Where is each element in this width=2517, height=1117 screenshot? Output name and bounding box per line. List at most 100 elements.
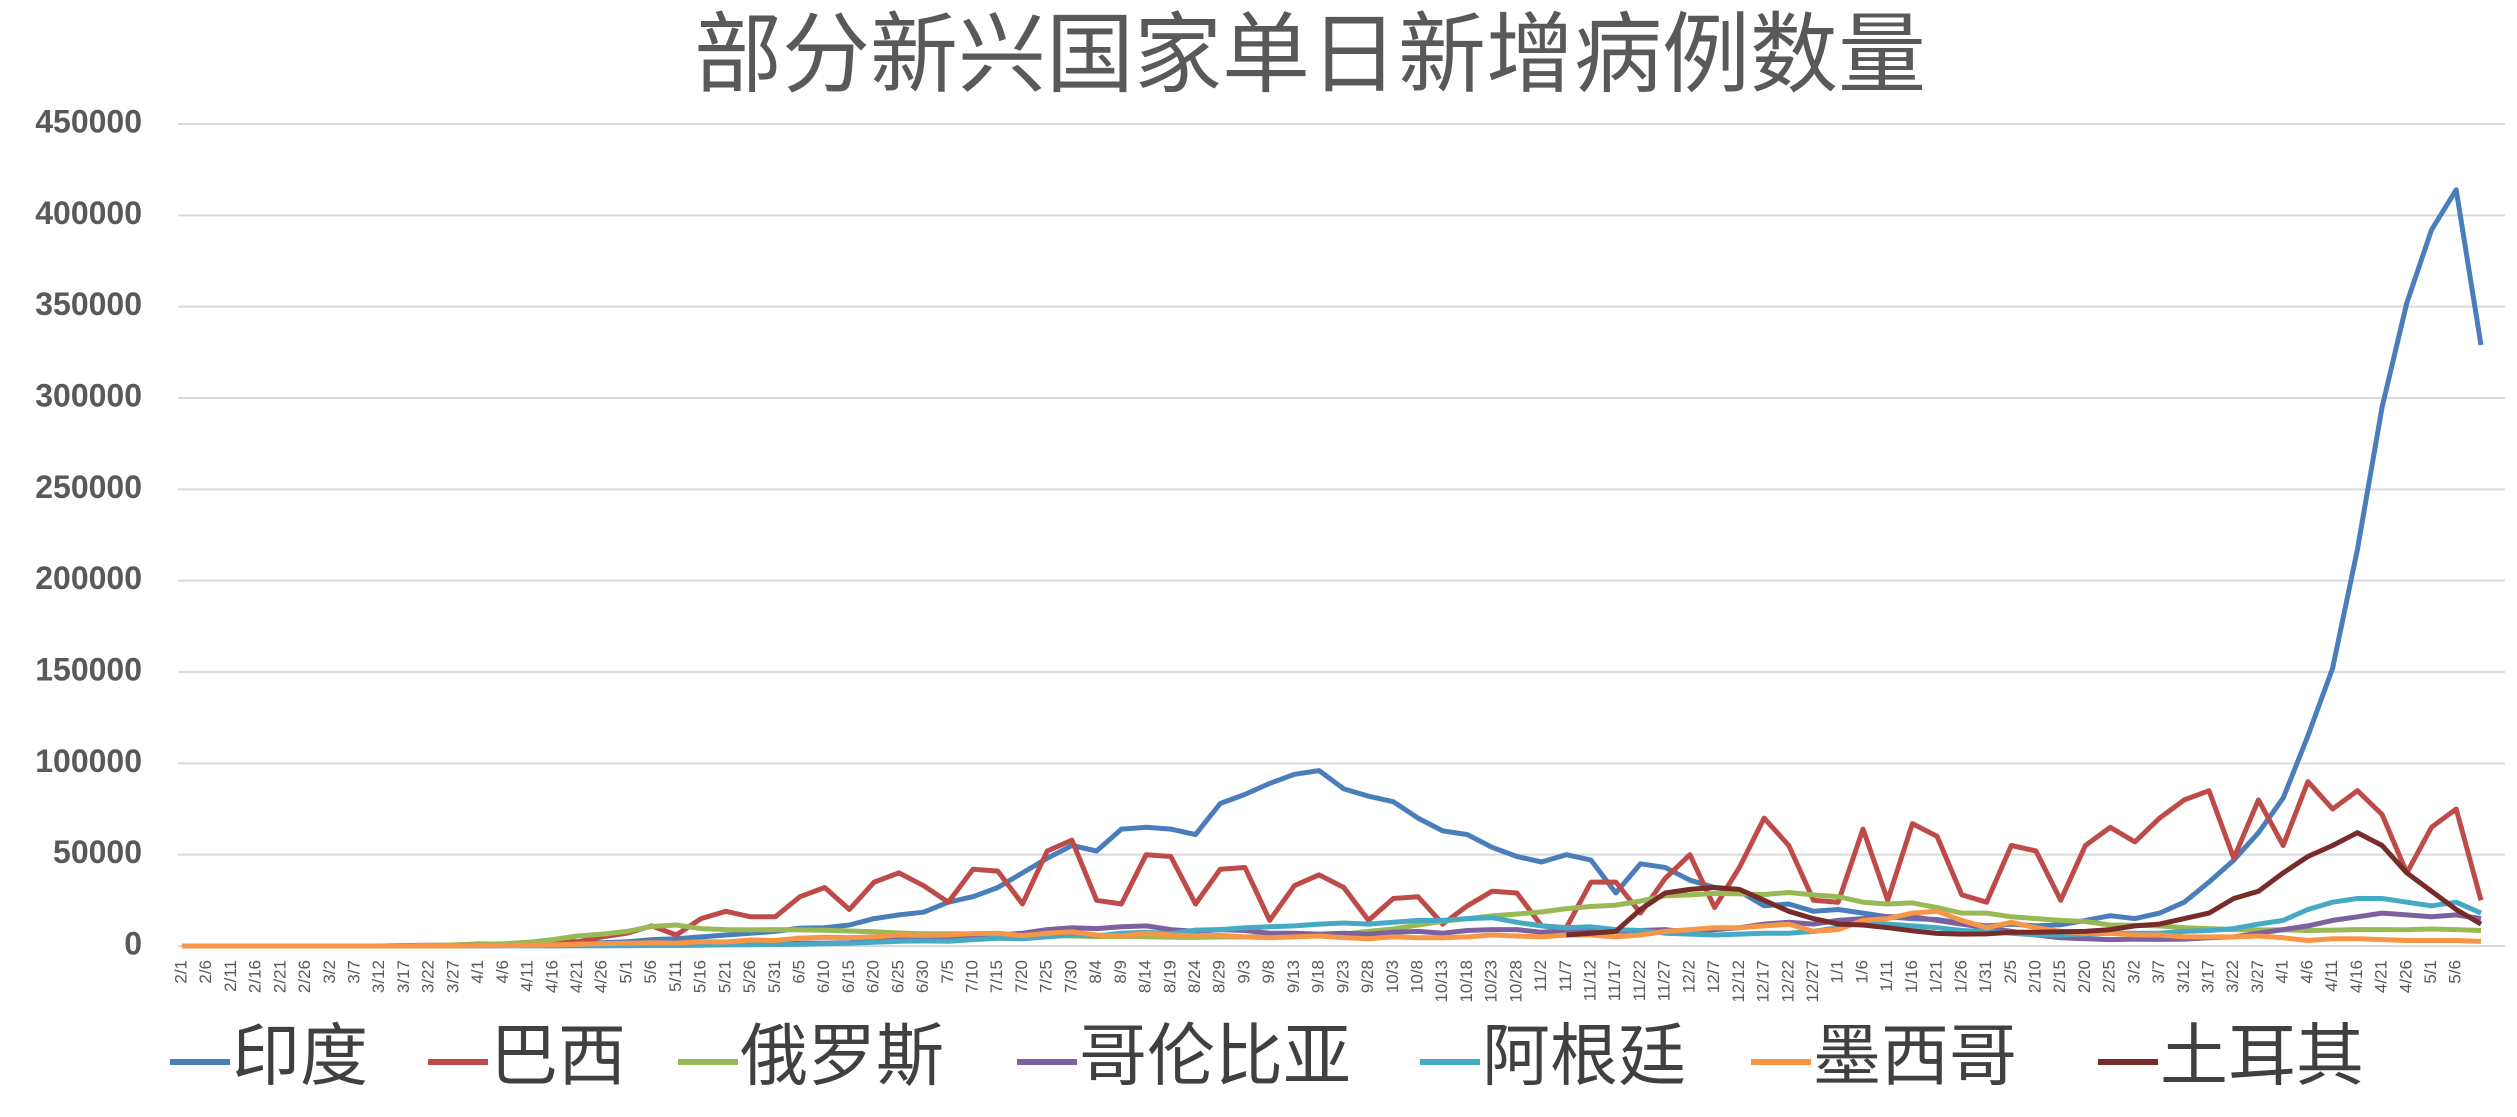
x-tick-label: 6/20 (864, 960, 883, 993)
x-tick-label: 4/6 (493, 960, 512, 984)
x-tick-label: 12/22 (1778, 960, 1797, 1003)
legend-label: 阿根廷 (1482, 1018, 1686, 1097)
x-tick-label: 5/31 (765, 960, 784, 993)
x-tick-label: 4/1 (468, 960, 487, 984)
x-tick-label: 2/1 (171, 960, 190, 984)
x-tick-label: 1/6 (1852, 960, 1871, 984)
series-line (182, 187, 2484, 949)
x-tick-label: 3/7 (345, 960, 364, 984)
x-tick-label: 3/27 (443, 960, 462, 993)
x-tick-label: 8/14 (1136, 960, 1155, 993)
y-tick-label: 350000 (35, 286, 142, 322)
series-line (182, 908, 2482, 949)
x-tick-label: 4/16 (2347, 960, 2366, 993)
x-tick-label: 10/18 (1457, 960, 1476, 1003)
x-tick-label: 1/21 (1927, 960, 1946, 993)
x-tick-label: 2/21 (270, 960, 289, 993)
series-line (182, 779, 2484, 949)
y-tick-label: 0 (124, 925, 142, 961)
x-tick-label: 9/23 (1333, 960, 1352, 993)
x-tick-label: 12/17 (1754, 960, 1773, 1003)
x-tick-label: 3/2 (2124, 960, 2143, 984)
x-tick-label: 4/11 (2322, 960, 2341, 992)
x-tick-label: 9/13 (1284, 960, 1303, 993)
x-tick-label: 3/12 (2174, 960, 2193, 993)
x-tick-label: 1/16 (1902, 960, 1921, 993)
x-tick-label: 11/27 (1655, 960, 1674, 1001)
x-tick-label: 10/8 (1407, 960, 1426, 993)
x-tick-label: 2/11 (221, 960, 240, 992)
x-tick-label: 3/2 (320, 960, 339, 984)
x-tick-label: 9/28 (1358, 960, 1377, 993)
x-tick-label: 4/16 (542, 960, 561, 993)
x-tick-label: 5/11 (666, 960, 685, 992)
x-tick-label: 7/15 (987, 960, 1006, 993)
legend-label: 哥伦比亚 (1079, 1018, 1351, 1097)
x-tick-label: 4/26 (2396, 960, 2415, 993)
x-tick-label: 2/6 (196, 960, 215, 984)
x-tick-label: 8/19 (1160, 960, 1179, 993)
x-tick-label: 4/21 (567, 960, 586, 993)
x-tick-label: 4/6 (2297, 960, 2316, 984)
x-tick-label: 11/22 (1630, 960, 1649, 1001)
x-tick-label: 1/11 (1877, 960, 1896, 992)
x-tick-label: 6/10 (814, 960, 833, 993)
x-tick-label: 5/6 (641, 960, 660, 984)
x-tick-label: 3/12 (369, 960, 388, 993)
x-tick-label: 6/15 (839, 960, 858, 993)
x-tick-label: 2/15 (2050, 960, 2069, 993)
x-tick-label: 5/1 (2421, 960, 2440, 984)
x-tick-label: 2/26 (295, 960, 314, 993)
y-tick-label: 100000 (35, 743, 142, 779)
x-tick-label: 10/28 (1506, 960, 1525, 1003)
x-tick-label: 5/26 (740, 960, 759, 993)
y-tick-label: 400000 (35, 195, 142, 231)
x-tick-label: 3/22 (2223, 960, 2242, 993)
y-tick-label: 150000 (35, 651, 142, 687)
x-tick-label: 12/2 (1679, 960, 1698, 993)
x-tick-label: 3/27 (2248, 960, 2267, 993)
x-tick-label: 6/30 (913, 960, 932, 993)
x-tick-label: 7/25 (1037, 960, 1056, 993)
x-tick-label: 1/26 (1951, 960, 1970, 993)
y-tick-label: 450000 (35, 103, 142, 139)
x-tick-label: 11/2 (1531, 960, 1550, 992)
legend-label: 巴西 (490, 1018, 626, 1097)
x-tick-label: 8/29 (1210, 960, 1229, 993)
x-tick-label: 9/18 (1309, 960, 1328, 993)
series-line (1566, 830, 2483, 938)
x-tick-label: 11/17 (1605, 960, 1624, 1001)
x-tick-label: 4/21 (2372, 960, 2391, 993)
y-tick-label: 250000 (35, 469, 142, 505)
x-tick-label: 11/12 (1581, 960, 1600, 1001)
x-tick-label: 7/10 (963, 960, 982, 993)
x-tick-label: 6/25 (888, 960, 907, 993)
x-tick-label: 6/5 (789, 960, 808, 984)
x-tick-label: 2/20 (2075, 960, 2094, 993)
x-tick-label: 8/9 (1111, 960, 1130, 984)
x-tick-label: 10/3 (1383, 960, 1402, 993)
x-tick-label: 9/3 (1234, 960, 1253, 984)
x-tick-label: 5/21 (715, 960, 734, 993)
x-tick-label: 4/11 (518, 960, 537, 992)
x-tick-label: 3/22 (419, 960, 438, 993)
x-tick-label: 10/23 (1482, 960, 1501, 1003)
legend-label: 墨西哥 (1813, 1018, 2017, 1097)
x-tick-label: 12/27 (1803, 960, 1822, 1003)
x-tick-label: 1/31 (1976, 960, 1995, 993)
x-tick-label: 5/6 (2446, 960, 2465, 984)
x-tick-label: 4/1 (2273, 960, 2292, 984)
x-tick-label: 8/4 (1086, 960, 1105, 984)
x-tick-label: 7/30 (1061, 960, 1080, 993)
x-tick-label: 2/10 (2025, 960, 2044, 993)
x-tick-label: 2/25 (2100, 960, 2119, 993)
x-tick-label: 3/17 (2199, 960, 2218, 993)
x-tick-label: 2/5 (2001, 960, 2020, 984)
x-tick-label: 8/24 (1185, 960, 1204, 993)
x-tick-label: 12/12 (1729, 960, 1748, 1003)
x-tick-label: 11/7 (1556, 960, 1575, 992)
y-tick-label: 50000 (53, 834, 142, 870)
y-tick-label: 300000 (35, 377, 142, 413)
x-tick-label: 4/26 (592, 960, 611, 993)
